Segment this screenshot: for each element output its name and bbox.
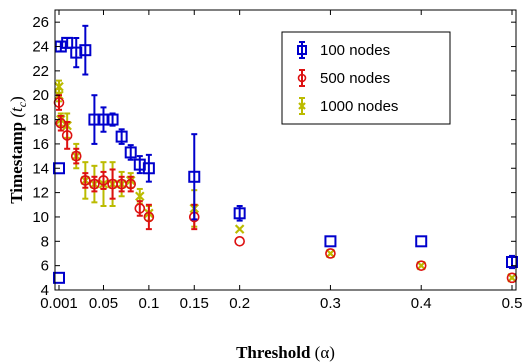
data-point xyxy=(415,235,428,248)
y-tick-label: 4 xyxy=(41,282,49,299)
legend-box xyxy=(281,31,451,125)
legend-label: 1000 nodes xyxy=(320,98,398,115)
data-point xyxy=(234,236,245,247)
data-point xyxy=(61,130,73,141)
plot-frame xyxy=(54,9,517,291)
data-point xyxy=(298,102,306,110)
data-point xyxy=(325,248,336,259)
data-point xyxy=(80,175,91,186)
data-point xyxy=(135,191,145,202)
data-point xyxy=(98,175,109,186)
data-point xyxy=(324,235,337,248)
data-point xyxy=(89,178,100,190)
data-point xyxy=(415,260,427,271)
data-point xyxy=(70,150,82,162)
legend: 100 nodes 500 nodes 1000 nodes xyxy=(281,31,451,125)
legend-label: 500 nodes xyxy=(320,70,390,87)
data-point xyxy=(233,207,246,220)
y-tick-label: 16 xyxy=(32,136,49,153)
data-point xyxy=(124,146,137,159)
y-tick-label: 6 xyxy=(41,258,49,275)
y-tick-label: 26 xyxy=(32,14,49,31)
data-layer xyxy=(53,24,518,284)
y-tick-label: 24 xyxy=(32,39,49,56)
data-point xyxy=(55,117,67,129)
data-point xyxy=(106,113,119,126)
legend-item: 100 nodes xyxy=(297,41,390,59)
legend-label: 100 nodes xyxy=(320,42,390,59)
x-axis-label-text: Threshold xyxy=(236,343,311,362)
y-tick-label: 22 xyxy=(32,63,49,80)
x-axis-label: Threshold (α) xyxy=(236,343,335,362)
y-tick-label: 18 xyxy=(32,112,49,129)
data-point xyxy=(134,203,146,214)
x-tick-label: 0.001 xyxy=(40,295,78,312)
y-tick-label: 14 xyxy=(32,160,49,177)
x-tick-label: 0.1 xyxy=(138,295,159,312)
y-tick-label: 20 xyxy=(32,87,49,104)
data-point xyxy=(53,162,65,175)
data-point xyxy=(143,211,155,223)
data-point xyxy=(297,45,307,55)
data-point xyxy=(507,273,517,283)
data-point-stroke xyxy=(416,260,426,271)
data-point xyxy=(61,36,74,49)
legend-item: 500 nodes xyxy=(297,69,390,87)
data-point xyxy=(79,44,92,57)
data-point xyxy=(125,178,137,190)
y-axis-label-close: ) xyxy=(7,96,26,102)
data-point xyxy=(506,256,518,268)
y-tick-label: 12 xyxy=(32,185,49,202)
data-point-stroke xyxy=(325,248,336,259)
x-tick-label: 0.5 xyxy=(502,295,523,312)
x-axis-label-symbol: (α) xyxy=(315,343,335,362)
legend-item: 1000 nodes xyxy=(298,97,398,115)
x-tick-label: 0.3 xyxy=(320,295,341,312)
x-tick-label: 0.05 xyxy=(89,295,118,312)
y-tick-label: 8 xyxy=(41,233,49,250)
series-100-nodes xyxy=(53,24,518,284)
y-axis-label: Timestamp (tc) xyxy=(7,96,29,204)
axes: 0.001 0.05 0.1 0.15 0.2 0.3 0.4 0.5 4 6 8 10 12 14 16 1… xyxy=(32,10,522,312)
data-point xyxy=(416,260,426,271)
data-point xyxy=(234,224,245,234)
data-point xyxy=(53,271,65,284)
data-point xyxy=(115,130,128,143)
data-point xyxy=(325,248,336,259)
y-axis-label-text: Timestamp xyxy=(7,122,26,204)
data-point-stroke xyxy=(234,224,245,234)
data-point-stroke xyxy=(135,191,145,202)
x-tick-label: 0.15 xyxy=(180,295,209,312)
data-point xyxy=(188,170,201,183)
data-point xyxy=(142,162,155,175)
x-tick-label: 0.4 xyxy=(411,295,432,312)
data-point-stroke xyxy=(507,273,517,283)
data-point-stroke xyxy=(298,102,306,110)
series-500-nodes xyxy=(53,94,518,284)
y-axis-label-subscript: c xyxy=(15,101,29,107)
y-tick-label: 10 xyxy=(32,209,49,226)
data-point xyxy=(297,73,307,83)
x-tick-label: 0.2 xyxy=(229,295,250,312)
y-axis-label-symbol: (t xyxy=(7,106,26,118)
